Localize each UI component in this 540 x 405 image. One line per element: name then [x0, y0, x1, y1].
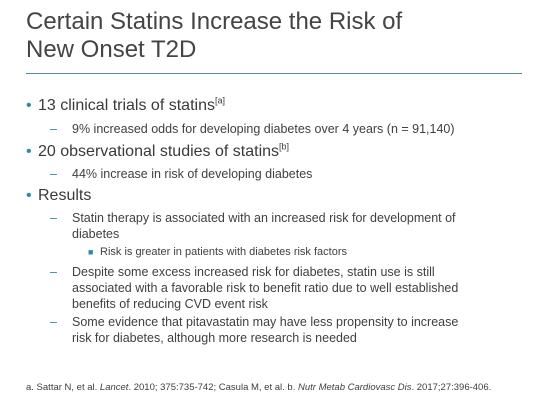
journal-name: Lancet: [99, 382, 129, 393]
citation-marker: [a]: [214, 95, 225, 106]
footnote-text: a. Sattar N, et al.: [26, 382, 100, 393]
sub-bullet-text-line-1: Despite some excess increased risk for d…: [72, 265, 435, 279]
footnote-text: . 2017;27:396-406.: [411, 382, 492, 393]
bullet-dot-icon: •: [26, 97, 32, 114]
bullet-text: Results: [38, 187, 92, 204]
sub-bullet-text-line-2: diabetes: [72, 227, 120, 241]
citation-marker: [b]: [279, 141, 290, 152]
sub-bullet-text-line-1: Statin therapy is associated with an inc…: [72, 211, 456, 225]
footnote-text: . 2010; 375:735-742; Casula M, et al. b.: [128, 382, 298, 393]
title-divider: [26, 73, 522, 74]
dash-icon: –: [50, 265, 57, 279]
references-footnote: a. Sattar N, et al. Lancet. 2010; 375:73…: [26, 382, 491, 394]
title-line-1: Certain Statins Increase the Risk of: [26, 8, 403, 35]
sub-bullet-text: 9% increased odds for developing diabete…: [72, 122, 455, 136]
square-bullet-icon: ■: [88, 247, 94, 257]
bullet-text: 20 observational studies of statins: [38, 143, 280, 160]
sub-bullet-text-line-2: associated with a favorable risk to bene…: [72, 281, 459, 295]
sub-bullet-text-line-2: risk for diabetes, although more researc…: [72, 331, 357, 345]
sub-bullet-text-line-3: benefits of reducing CVD event risk: [72, 297, 268, 311]
bullet-dot-icon: •: [26, 143, 32, 160]
journal-name: Nutr Metab Cardiovasc Dis: [297, 382, 412, 393]
sub-sub-bullet-text: Risk is greater in patients with diabete…: [100, 246, 347, 258]
sub-bullet-text: 44% increase in risk of developing diabe…: [72, 167, 313, 181]
title-line-2: New Onset T2D: [26, 36, 197, 63]
dash-icon: –: [50, 167, 57, 181]
bullet-dot-icon: •: [26, 187, 32, 204]
sub-bullet-text-line-1: Some evidence that pitavastatin may have…: [72, 315, 459, 329]
dash-icon: –: [50, 315, 57, 329]
bullet-text: 13 clinical trials of statins: [38, 97, 215, 114]
dash-icon: –: [50, 122, 57, 136]
slide-title: Certain Statins Increase the Risk of New…: [26, 8, 506, 64]
dash-icon: –: [50, 211, 57, 225]
